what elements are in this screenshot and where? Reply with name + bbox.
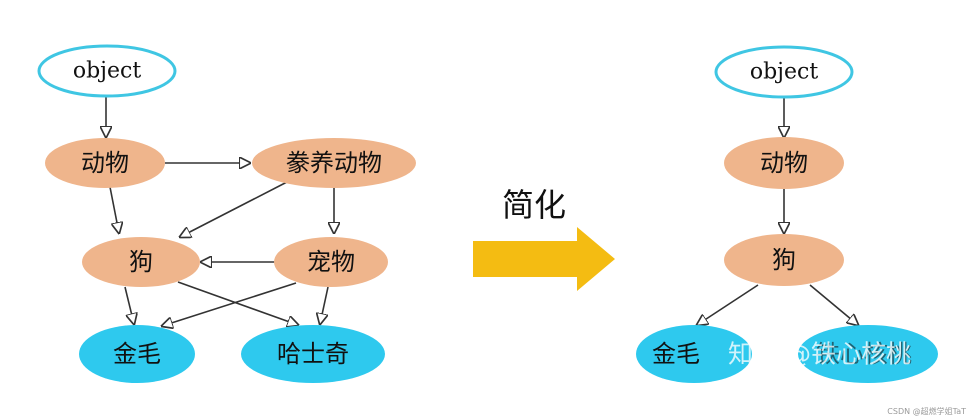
left-husky-label: 哈士奇 bbox=[277, 340, 349, 368]
left-dog-label: 狗 bbox=[129, 248, 153, 276]
left-golden-label: 金毛 bbox=[113, 340, 161, 368]
left-node-domestic: 豢养动物 bbox=[252, 138, 416, 188]
right-animal-label: 动物 bbox=[760, 149, 808, 177]
left-node-golden: 金毛 bbox=[79, 325, 195, 383]
left-pet-label: 宠物 bbox=[307, 248, 355, 276]
right-node-animal: 动物 bbox=[724, 137, 844, 189]
left-node-dog: 狗 bbox=[82, 237, 200, 287]
edge-pet-golden bbox=[162, 282, 297, 326]
left-node-husky: 哈士奇 bbox=[241, 325, 385, 383]
left-node-pet: 宠物 bbox=[274, 237, 388, 287]
right-node-golden: 金毛 bbox=[636, 325, 752, 383]
simplify-label: 简化 bbox=[502, 186, 566, 224]
edge-pet-husky bbox=[320, 286, 329, 324]
left-node-object: object bbox=[37, 44, 177, 98]
zhihu-watermark: 知乎 @铁心核桃 bbox=[728, 340, 911, 369]
right-node-dog: 狗 bbox=[724, 234, 844, 286]
left-domestic-label: 豢养动物 bbox=[286, 149, 382, 177]
right-husky-label: 铁心核桃 bbox=[816, 340, 912, 368]
edge-animal-dog bbox=[109, 186, 119, 233]
left-animal-label: 动物 bbox=[81, 149, 129, 177]
right-arrow-icon bbox=[473, 227, 615, 291]
left-edges bbox=[106, 96, 334, 326]
edge-dog-husky bbox=[177, 281, 298, 325]
right-dog-label: 狗 bbox=[772, 246, 796, 274]
right-edges bbox=[697, 97, 858, 325]
left-node-animal: 动物 bbox=[45, 138, 165, 188]
edge-r-dog-husky bbox=[809, 284, 858, 325]
left-object-label: object bbox=[73, 59, 141, 84]
right-object-label: object bbox=[750, 60, 818, 85]
edge-r-dog-golden bbox=[697, 284, 759, 325]
right-golden-label: 金毛 bbox=[652, 340, 700, 368]
edge-dog-golden bbox=[124, 286, 134, 324]
csdn-credit: CSDN @超燃学姐TaT bbox=[887, 406, 966, 416]
right-node-object: object bbox=[714, 45, 854, 99]
edge-domestic-dog bbox=[180, 181, 288, 237]
right-node-husky: 铁心核桃 bbox=[798, 325, 938, 383]
